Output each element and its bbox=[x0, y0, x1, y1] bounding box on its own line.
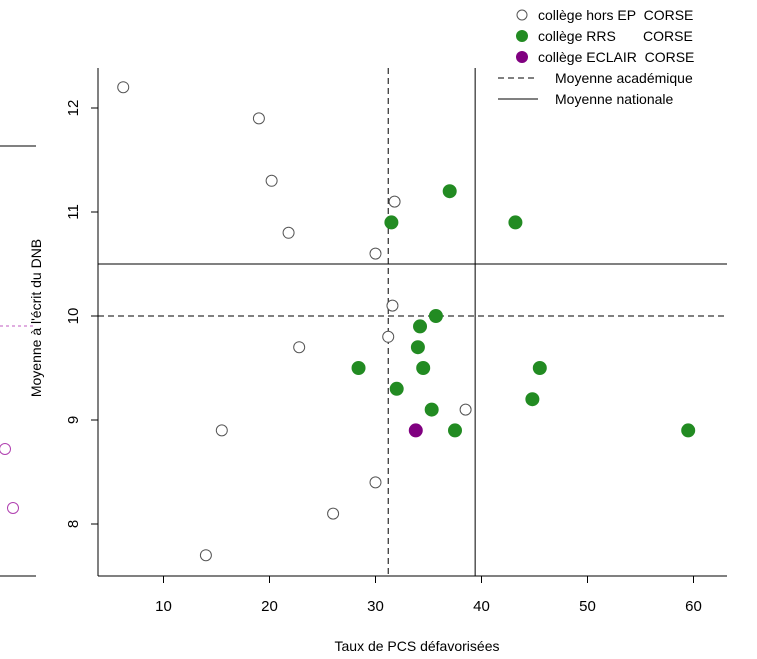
point-eclair bbox=[408, 423, 423, 438]
point-rrs bbox=[384, 215, 399, 230]
point-hors-ep bbox=[265, 174, 278, 187]
y-tick-label: 8 bbox=[65, 520, 82, 528]
point-hors-ep bbox=[252, 112, 265, 125]
y-axis: 8 9 10 11 12 bbox=[65, 68, 99, 576]
point-rrs bbox=[351, 361, 366, 375]
point-rrs bbox=[508, 215, 523, 230]
point-rrs bbox=[448, 423, 462, 438]
legend-marker-hors-ep bbox=[516, 9, 528, 21]
adjacent-panel-fragment bbox=[0, 145, 36, 577]
x-axis: 10 20 30 40 50 60 bbox=[98, 575, 727, 615]
y-ticks: 8 9 10 11 12 bbox=[65, 100, 98, 528]
x-tick-label: 20 bbox=[261, 598, 278, 615]
legend-label-hors-ep: collège hors EP CORSE bbox=[538, 7, 693, 23]
point-rrs bbox=[416, 361, 431, 375]
legend: collège hors EP CORSE collège RRS CORSE … bbox=[498, 7, 694, 107]
point-rrs bbox=[428, 309, 443, 323]
point-hors-ep bbox=[382, 330, 395, 343]
point-rrs bbox=[442, 184, 457, 199]
y-tick-label: 12 bbox=[65, 100, 82, 117]
legend-marker-rrs bbox=[516, 30, 528, 42]
y-tick-label: 11 bbox=[65, 204, 82, 220]
point-hors-ep bbox=[117, 81, 130, 94]
adjacent-panel-point bbox=[7, 502, 19, 514]
x-tick-label: 10 bbox=[155, 598, 172, 615]
point-hors-ep bbox=[282, 226, 295, 239]
x-tick-label: 50 bbox=[579, 598, 596, 615]
reference-lines bbox=[98, 68, 727, 576]
point-hors-ep bbox=[215, 424, 228, 437]
x-tick-label: 40 bbox=[473, 598, 490, 615]
point-hors-ep bbox=[388, 195, 401, 208]
legend-label-national: Moyenne nationale bbox=[555, 91, 674, 107]
point-rrs bbox=[413, 319, 428, 334]
legend-marker-eclair bbox=[516, 51, 528, 63]
point-hors-ep bbox=[369, 247, 382, 260]
legend-label-eclair: collège ECLAIR CORSE bbox=[538, 49, 694, 65]
point-hors-ep bbox=[199, 549, 212, 562]
data-points bbox=[117, 81, 696, 562]
legend-label-rrs: collège RRS CORSE bbox=[538, 28, 693, 44]
x-tick-label: 60 bbox=[685, 598, 702, 615]
point-rrs bbox=[424, 402, 439, 417]
point-rrs bbox=[389, 381, 404, 396]
x-tick-label: 30 bbox=[367, 598, 384, 615]
y-tick-label: 9 bbox=[65, 416, 82, 424]
adjacent-panel-point bbox=[0, 443, 11, 455]
point-hors-ep bbox=[386, 299, 399, 312]
y-tick-label: 10 bbox=[65, 308, 82, 325]
point-rrs bbox=[681, 423, 696, 438]
point-hors-ep bbox=[293, 341, 306, 354]
point-hors-ep bbox=[459, 403, 472, 416]
y-axis-title: Moyenne à l'écrit du DNB bbox=[28, 239, 44, 397]
point-hors-ep bbox=[327, 507, 340, 520]
point-rrs bbox=[532, 361, 547, 375]
point-hors-ep bbox=[369, 476, 382, 489]
x-axis-title: Taux de PCS défavorisées bbox=[335, 638, 500, 654]
point-rrs bbox=[525, 392, 540, 407]
x-ticks: 10 20 30 40 50 60 bbox=[155, 576, 702, 615]
legend-label-academic: Moyenne académique bbox=[555, 70, 693, 86]
point-rrs bbox=[410, 340, 425, 355]
